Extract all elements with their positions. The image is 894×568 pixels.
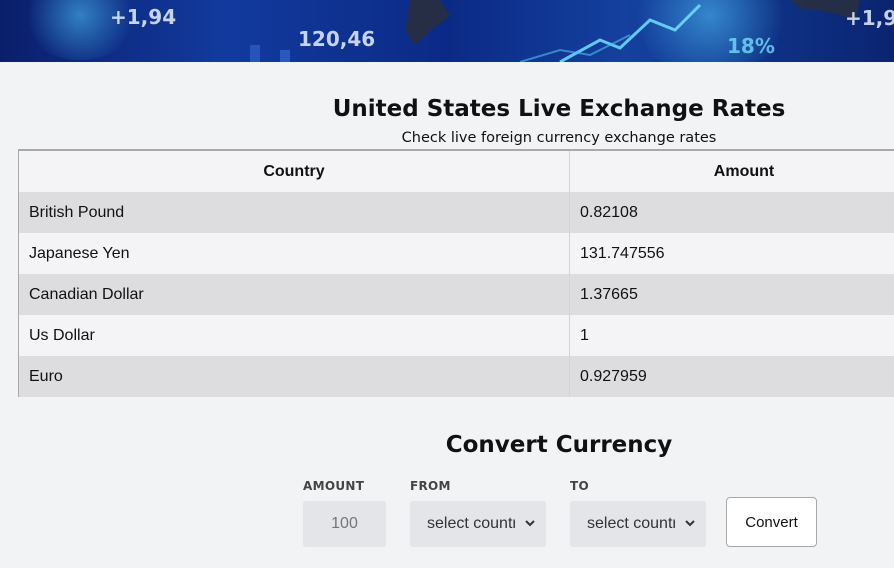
table-header-row: Country Amount (18, 149, 894, 192)
from-select[interactable]: select country (410, 501, 546, 547)
convert-button[interactable]: Convert (726, 497, 817, 547)
amount-input[interactable] (303, 501, 386, 547)
header-banner-image: +1,94 120,46 18% +1,9 (0, 0, 894, 62)
column-header-country: Country (18, 149, 570, 192)
amount-cell: 1.37665 (569, 274, 894, 315)
table-row: Us Dollar 1 (18, 315, 894, 356)
country-cell: Canadian Dollar (18, 274, 570, 315)
country-cell: Japanese Yen (18, 233, 570, 274)
from-select-value: select country (427, 515, 515, 532)
chevron-down-icon (685, 520, 695, 527)
banner-graphic (250, 0, 860, 62)
amount-label: AMOUNT (303, 479, 365, 493)
banner-text: +1,94 (110, 5, 177, 29)
to-select-value: select country (587, 515, 675, 532)
column-header-amount: Amount (569, 149, 894, 192)
table-row: Euro 0.927959 (18, 356, 894, 397)
banner-text: 120,46 (298, 27, 376, 51)
country-cell: Euro (18, 356, 570, 397)
amount-cell: 1 (569, 315, 894, 356)
amount-cell: 0.82108 (569, 192, 894, 233)
convert-title: Convert Currency (445, 432, 673, 458)
table-row: Canadian Dollar 1.37665 (18, 274, 894, 315)
banner-text: 18% (727, 34, 775, 58)
rates-subtitle: Check live foreign currency exchange rat… (401, 130, 717, 146)
amount-cell: 0.927959 (569, 356, 894, 397)
exchange-rates-table: Country Amount British Pound 0.82108 Jap… (18, 149, 894, 397)
from-label: FROM (410, 479, 451, 493)
to-label: TO (570, 479, 589, 493)
country-cell: Us Dollar (18, 315, 570, 356)
country-cell: British Pound (18, 192, 570, 233)
amount-cell: 131.747556 (569, 233, 894, 274)
table-row: Japanese Yen 131.747556 (18, 233, 894, 274)
table-row: British Pound 0.82108 (18, 192, 894, 233)
rates-title: United States Live Exchange Rates (332, 96, 786, 122)
to-select[interactable]: select country (570, 501, 706, 547)
banner-glow (620, 0, 800, 62)
chevron-down-icon (525, 520, 535, 527)
banner-text: +1,9 (845, 6, 894, 30)
